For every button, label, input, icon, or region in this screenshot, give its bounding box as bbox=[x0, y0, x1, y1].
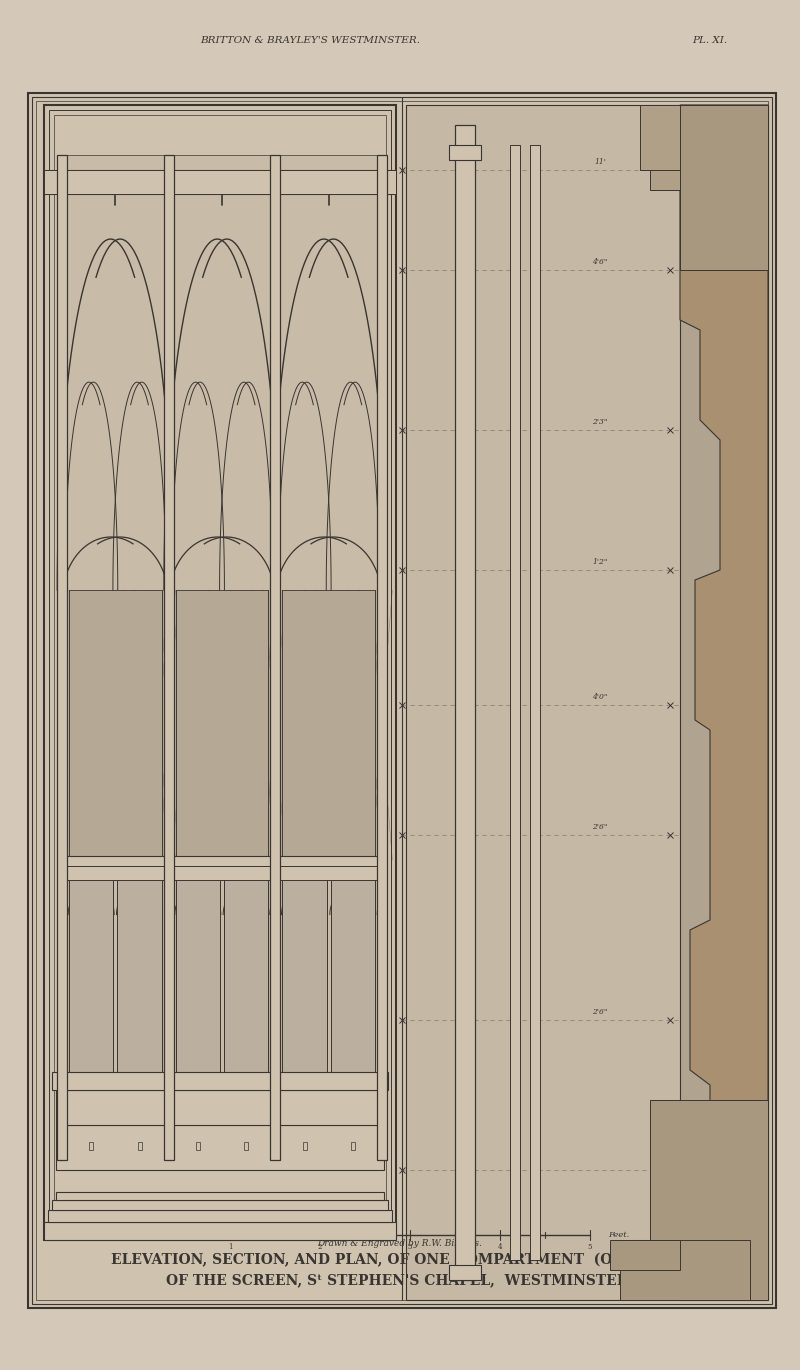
Bar bbox=[48, 1210, 392, 1222]
Bar bbox=[36, 101, 768, 1300]
Bar bbox=[89, 1143, 93, 1149]
Text: Feet.: Feet. bbox=[608, 1232, 630, 1238]
Bar bbox=[62, 155, 382, 1160]
Bar bbox=[377, 155, 387, 1160]
Text: PL. XI.: PL. XI. bbox=[693, 36, 727, 44]
Text: 1: 1 bbox=[228, 1243, 232, 1251]
Bar bbox=[52, 1200, 388, 1210]
Text: 4: 4 bbox=[498, 1243, 502, 1251]
Bar bbox=[56, 1125, 384, 1170]
Text: 2: 2 bbox=[318, 1243, 322, 1251]
Bar bbox=[54, 115, 386, 1230]
Bar bbox=[44, 170, 396, 195]
Bar bbox=[49, 110, 391, 1234]
Bar bbox=[44, 1222, 396, 1240]
Bar bbox=[351, 1143, 355, 1149]
Bar bbox=[164, 155, 174, 1160]
Polygon shape bbox=[680, 105, 768, 1300]
Bar bbox=[650, 105, 680, 190]
Bar bbox=[60, 856, 384, 878]
Bar bbox=[196, 1143, 200, 1149]
Bar bbox=[680, 105, 768, 270]
Bar bbox=[610, 1240, 680, 1270]
Bar bbox=[330, 878, 375, 1149]
Bar bbox=[449, 1265, 481, 1280]
Text: 1'2": 1'2" bbox=[592, 558, 608, 566]
Bar bbox=[530, 145, 540, 1260]
Bar bbox=[118, 878, 162, 1149]
Bar bbox=[650, 1100, 768, 1300]
Bar bbox=[282, 878, 326, 1149]
Text: 5: 5 bbox=[588, 1243, 592, 1251]
Bar bbox=[56, 1192, 384, 1200]
Bar bbox=[69, 878, 114, 1149]
Text: 2'6": 2'6" bbox=[592, 1008, 608, 1017]
Bar bbox=[449, 145, 481, 160]
Bar bbox=[244, 1143, 248, 1149]
Bar bbox=[282, 590, 375, 860]
Text: 3  2  1: 3 2 1 bbox=[115, 1233, 135, 1237]
Text: Scale of: Scale of bbox=[58, 1232, 92, 1238]
Text: 4'0": 4'0" bbox=[592, 693, 608, 701]
Bar bbox=[302, 1143, 306, 1149]
Bar bbox=[406, 105, 768, 1300]
Bar bbox=[52, 1071, 388, 1091]
Bar bbox=[44, 105, 396, 1240]
Text: 4'6": 4'6" bbox=[592, 258, 608, 266]
Bar bbox=[69, 590, 162, 860]
Bar bbox=[270, 155, 280, 1160]
Text: 2'3": 2'3" bbox=[592, 418, 608, 426]
Text: 3: 3 bbox=[408, 1243, 412, 1251]
Text: 2'6": 2'6" bbox=[592, 823, 608, 832]
Bar bbox=[56, 1091, 384, 1125]
Bar bbox=[620, 1240, 750, 1300]
Bar bbox=[176, 590, 268, 860]
Text: ELEVATION, SECTION, AND PLAN, OF ONE COMPARTMENT  (OF THREE): ELEVATION, SECTION, AND PLAN, OF ONE COM… bbox=[110, 1254, 690, 1267]
Bar bbox=[28, 93, 776, 1308]
Text: Drawn & Engraved by R.W. Billings.: Drawn & Engraved by R.W. Billings. bbox=[318, 1238, 482, 1248]
Bar bbox=[176, 878, 220, 1149]
Bar bbox=[60, 866, 384, 880]
Text: OF THE SCREEN, Sᵗ STEPHEN'S CHAPEL,  WESTMINSTER.: OF THE SCREEN, Sᵗ STEPHEN'S CHAPEL, WEST… bbox=[166, 1273, 634, 1286]
Bar bbox=[680, 105, 768, 1300]
Bar bbox=[224, 878, 268, 1149]
Bar bbox=[640, 105, 680, 170]
Bar bbox=[32, 97, 772, 1304]
Text: 11': 11' bbox=[594, 158, 606, 166]
Bar bbox=[510, 145, 520, 1260]
Bar bbox=[57, 155, 67, 1160]
Bar bbox=[455, 125, 475, 1280]
Bar bbox=[138, 1143, 142, 1149]
Text: BRITTON & BRAYLEY'S WESTMINSTER.: BRITTON & BRAYLEY'S WESTMINSTER. bbox=[200, 36, 420, 44]
